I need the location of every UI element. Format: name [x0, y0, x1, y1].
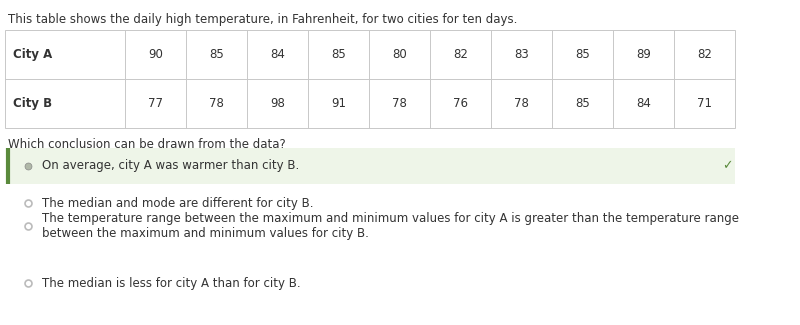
- Text: 84: 84: [636, 97, 651, 110]
- Text: 85: 85: [209, 48, 224, 61]
- Text: 71: 71: [697, 97, 712, 110]
- Text: 90: 90: [148, 48, 163, 61]
- Text: ✓: ✓: [722, 160, 733, 173]
- Text: 85: 85: [331, 48, 346, 61]
- Text: 82: 82: [453, 48, 468, 61]
- Text: 82: 82: [697, 48, 712, 61]
- Text: 77: 77: [148, 97, 163, 110]
- Text: 84: 84: [270, 48, 285, 61]
- Text: 91: 91: [331, 97, 346, 110]
- Text: 76: 76: [453, 97, 468, 110]
- Text: 78: 78: [392, 97, 407, 110]
- Text: The median and mode are different for city B.: The median and mode are different for ci…: [42, 197, 314, 210]
- Text: This table shows the daily high temperature, in Fahrenheit, for two cities for t: This table shows the daily high temperat…: [8, 13, 518, 26]
- Bar: [8, 148, 735, 184]
- Text: On average, city A was warmer than city B.: On average, city A was warmer than city …: [42, 160, 299, 173]
- Text: 78: 78: [514, 97, 529, 110]
- Text: City A: City A: [13, 48, 52, 61]
- Text: 83: 83: [514, 48, 529, 61]
- Text: 85: 85: [575, 48, 590, 61]
- Text: Which conclusion can be drawn from the data?: Which conclusion can be drawn from the d…: [8, 138, 286, 151]
- Text: 85: 85: [575, 97, 590, 110]
- Text: 98: 98: [270, 97, 285, 110]
- Text: The temperature range between the maximum and minimum values for city A is great: The temperature range between the maximu…: [42, 212, 739, 240]
- Bar: [5, 30, 735, 128]
- Text: City B: City B: [13, 97, 52, 110]
- Text: 80: 80: [392, 48, 407, 61]
- Text: 89: 89: [636, 48, 651, 61]
- Text: The median is less for city A than for city B.: The median is less for city A than for c…: [42, 277, 301, 290]
- Text: 78: 78: [209, 97, 224, 110]
